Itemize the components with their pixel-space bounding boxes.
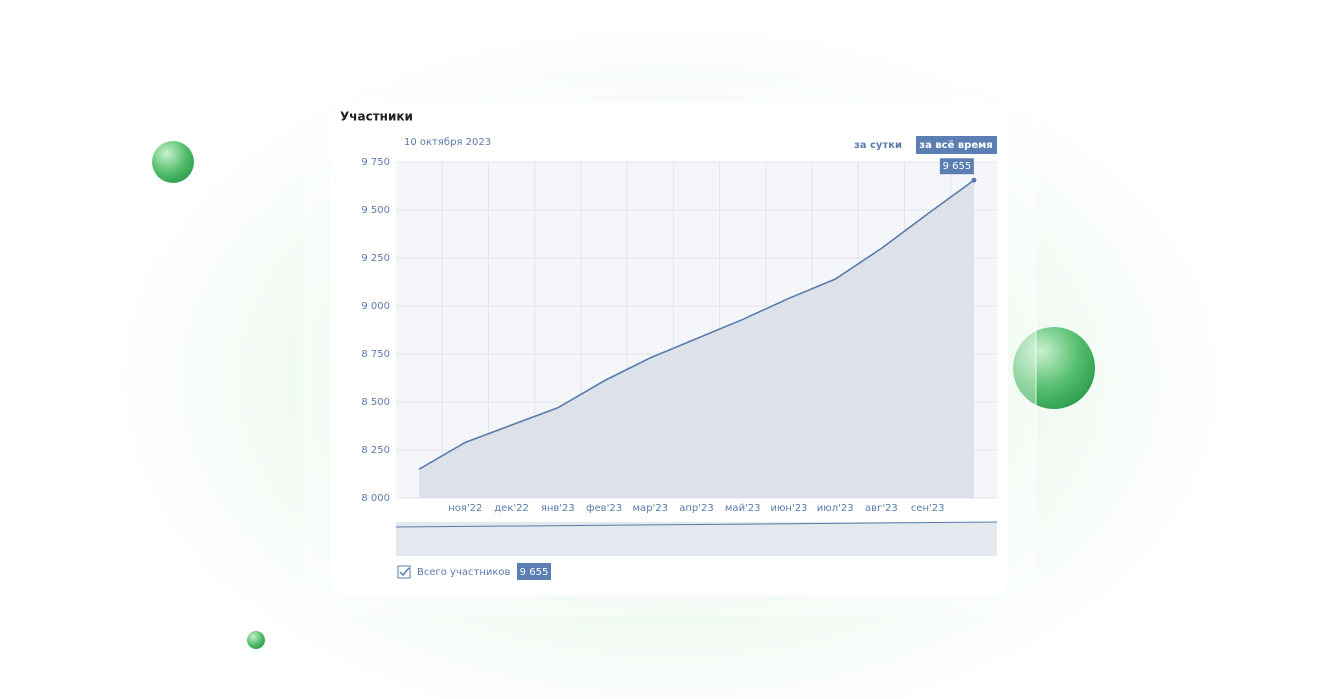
x-tick-label: июл'23	[817, 503, 854, 514]
y-tick-label: 9 500	[361, 205, 390, 216]
line	[418, 179, 975, 470]
period-button[interactable]: за сутки	[854, 140, 902, 151]
y-tick-label: 8 000	[361, 493, 390, 504]
y-tick-label: 8 750	[361, 349, 390, 360]
x-tick-label: апр'23	[679, 503, 714, 514]
navigator-line	[395, 521, 998, 528]
x-tick-label: авг'23	[865, 503, 898, 514]
y-tick-label: 8 500	[361, 397, 390, 408]
y-tick-label: 9 250	[361, 253, 390, 264]
date-label: 10 октября 2023	[404, 137, 491, 148]
value-label: 9 655	[943, 161, 972, 172]
decor-ball	[1013, 327, 1095, 409]
x-tick-label: май'23	[725, 503, 761, 514]
period-button[interactable]: за всё время	[919, 139, 992, 151]
x-tick-label: дек'22	[494, 503, 529, 514]
card-title: Участники	[340, 110, 413, 124]
y-tick-label: 9 750	[361, 157, 390, 168]
period-button-bg[interactable]	[916, 136, 997, 154]
x-tick-label: ноя'22	[448, 503, 482, 514]
x-tick-label: янв'23	[541, 503, 575, 514]
legend-value: 9 655	[520, 567, 549, 578]
x-tick-label: мар'23	[633, 503, 669, 514]
checkmark	[399, 567, 410, 577]
x-tick-label: фев'23	[586, 503, 622, 514]
x-tick-label: сен'23	[911, 503, 945, 514]
decor-ball	[247, 631, 265, 649]
legend-badge	[517, 563, 551, 580]
navigator	[396, 522, 997, 556]
legend-checkbox[interactable]	[397, 565, 411, 579]
x-tick-label: июн'23	[770, 503, 807, 514]
value-badge	[939, 158, 974, 175]
decor-ball	[152, 141, 194, 183]
point	[971, 177, 977, 183]
y-tick-label: 9 000	[361, 301, 390, 312]
legend-label[interactable]: Всего участников	[417, 567, 511, 578]
y-tick-label: 8 250	[361, 445, 390, 456]
